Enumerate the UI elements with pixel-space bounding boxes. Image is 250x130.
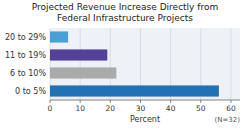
title: Projected Revenue Increase Directly from: [32, 2, 219, 12]
tick-label: 20: [106, 104, 116, 113]
tick-label: 60: [226, 104, 236, 113]
bar: [50, 49, 107, 60]
tick-label: 40: [166, 104, 176, 113]
bar: [50, 85, 219, 96]
category-label: 11 to 19%: [5, 51, 46, 60]
bar: [50, 31, 68, 42]
category-label: 6 to 10%: [10, 69, 46, 78]
grid-line: [230, 28, 231, 100]
bars: [50, 31, 219, 96]
tick-label: 10: [75, 104, 85, 113]
tick-label: 30: [136, 104, 146, 113]
tick-mark: [80, 100, 81, 103]
tick-label: 0: [48, 104, 53, 113]
category-label: 0 to 5%: [15, 87, 46, 96]
x-axis-line: [50, 100, 240, 101]
tick-mark: [230, 100, 231, 103]
tick-mark: [200, 100, 201, 103]
tick-mark: [50, 100, 51, 103]
annotation: (N=32): [215, 116, 241, 124]
subtitle: Federal Infrastructure Projects: [57, 13, 193, 23]
x-axis-label: Percent: [130, 115, 160, 124]
plot-area: [50, 28, 240, 100]
tick-mark: [110, 100, 111, 103]
tick-mark: [170, 100, 171, 103]
category-label: 20 to 29%: [5, 33, 46, 42]
tick-label: 50: [196, 104, 206, 113]
bar: [50, 67, 116, 78]
tick-mark: [140, 100, 141, 103]
chart: Projected Revenue Increase Directly from…: [0, 0, 250, 130]
